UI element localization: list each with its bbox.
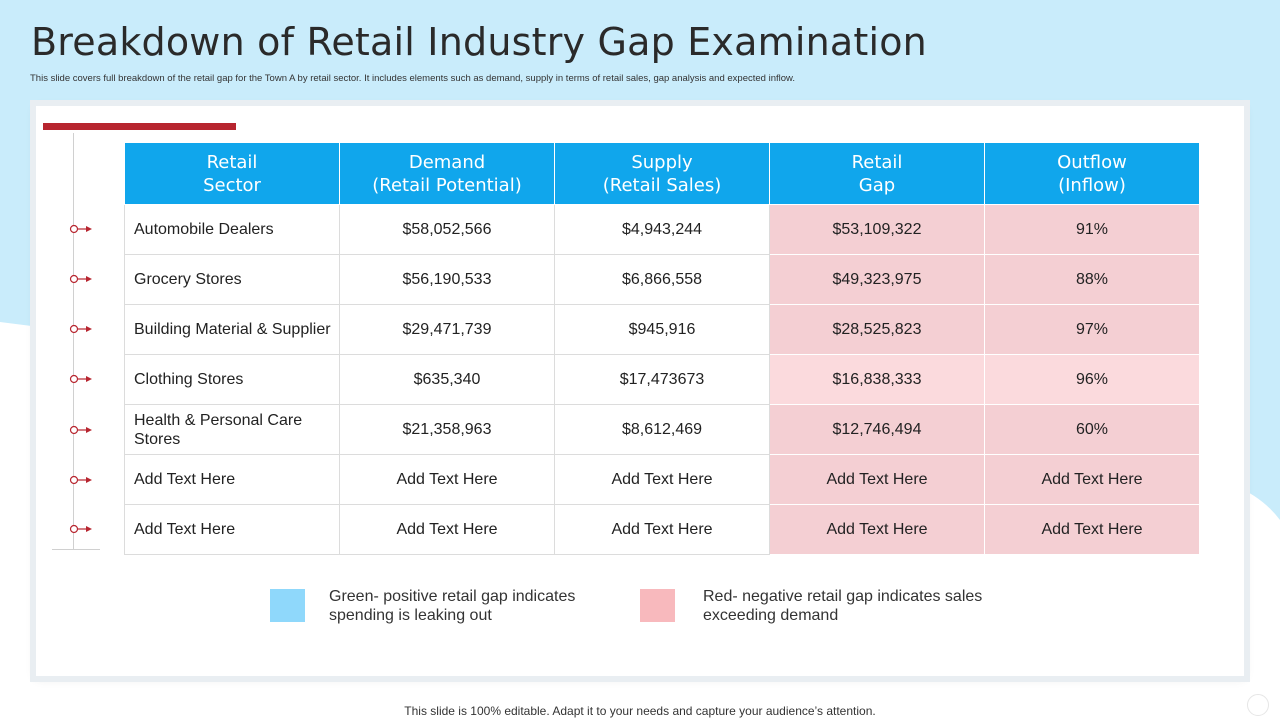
- cell-outflow: 91%: [984, 204, 1200, 255]
- page-title: Breakdown of Retail Industry Gap Examina…: [31, 20, 927, 64]
- cell-outflow: 96%: [984, 354, 1200, 405]
- arrow-marker-icon: [69, 475, 92, 485]
- table-header-row: Retail Sector Demand (Retail Potential) Su…: [124, 142, 1200, 205]
- header-demand: Demand (Retail Potential): [339, 142, 555, 205]
- table-row: Add Text Here Add Text Here Add Text Her…: [124, 504, 1200, 555]
- legend-swatch-positive: [270, 589, 305, 622]
- cell-demand: $56,190,533: [339, 254, 555, 305]
- arrow-marker-icon: [69, 224, 92, 234]
- corner-circle-decoration: [1247, 694, 1269, 716]
- cell-supply: $945,916: [554, 304, 770, 355]
- header-supply: Supply (Retail Sales): [554, 142, 770, 205]
- table-row: Add Text Here Add Text Here Add Text Her…: [124, 454, 1200, 505]
- cell-supply: $17,473673: [554, 354, 770, 405]
- legend-text-positive: Green- positive retail gap indicates spe…: [329, 588, 576, 624]
- cell-supply: Add Text Here: [554, 454, 770, 505]
- cell-outflow: 88%: [984, 254, 1200, 305]
- footer-note: This slide is 100% editable. Adapt it to…: [404, 704, 876, 718]
- accent-bar: [43, 123, 236, 130]
- cell-demand: $58,052,566: [339, 204, 555, 255]
- cell-sector: Clothing Stores: [124, 354, 340, 405]
- cell-outflow: 97%: [984, 304, 1200, 355]
- cell-gap: Add Text Here: [769, 454, 985, 505]
- cell-demand: Add Text Here: [339, 504, 555, 555]
- cell-gap: Add Text Here: [769, 504, 985, 555]
- timeline-base: [52, 549, 100, 550]
- table-row: Clothing Stores $635,340 $17,473673 $16,…: [124, 354, 1200, 405]
- table-row: Building Material & Supplier $29,471,739…: [124, 304, 1200, 355]
- cell-demand: $29,471,739: [339, 304, 555, 355]
- header-retail-gap: Retail Gap: [769, 142, 985, 205]
- cell-gap: $28,525,823: [769, 304, 985, 355]
- cell-demand: $635,340: [339, 354, 555, 405]
- table-row: Grocery Stores $56,190,533 $6,866,558 $4…: [124, 254, 1200, 305]
- table-row: Health & Personal Care Stores $21,358,96…: [124, 404, 1200, 455]
- cell-sector: Health & Personal Care Stores: [124, 404, 340, 455]
- page-subtitle: This slide covers full breakdown of the …: [30, 73, 795, 84]
- header-retail-sector: Retail Sector: [124, 142, 340, 205]
- cell-supply: Add Text Here: [554, 504, 770, 555]
- cell-demand: Add Text Here: [339, 454, 555, 505]
- retail-gap-table: Retail Sector Demand (Retail Potential) Su…: [124, 142, 1200, 555]
- cell-gap: $16,838,333: [769, 354, 985, 405]
- arrow-marker-icon: [69, 374, 92, 384]
- legend-text-negative: Red- negative retail gap indicates sales…: [703, 588, 983, 624]
- cell-gap: $12,746,494: [769, 404, 985, 455]
- cell-sector: Building Material & Supplier: [124, 304, 340, 355]
- cell-supply: $4,943,244: [554, 204, 770, 255]
- header-outflow: Outflow (Inflow): [984, 142, 1200, 205]
- arrow-marker-icon: [69, 324, 92, 334]
- cell-sector: Automobile Dealers: [124, 204, 340, 255]
- cell-outflow: Add Text Here: [984, 454, 1200, 505]
- cell-outflow: Add Text Here: [984, 504, 1200, 555]
- cell-sector: Grocery Stores: [124, 254, 340, 305]
- timeline-line: [73, 133, 74, 550]
- cell-sector: Add Text Here: [124, 454, 340, 505]
- arrow-marker-icon: [69, 274, 92, 284]
- table-row: Automobile Dealers $58,052,566 $4,943,24…: [124, 204, 1200, 255]
- arrow-marker-icon: [69, 425, 92, 435]
- cell-sector: Add Text Here: [124, 504, 340, 555]
- cell-demand: $21,358,963: [339, 404, 555, 455]
- cell-gap: $49,323,975: [769, 254, 985, 305]
- legend-swatch-negative: [640, 589, 675, 622]
- arrow-marker-icon: [69, 524, 92, 534]
- cell-outflow: 60%: [984, 404, 1200, 455]
- cell-gap: $53,109,322: [769, 204, 985, 255]
- cell-supply: $6,866,558: [554, 254, 770, 305]
- cell-supply: $8,612,469: [554, 404, 770, 455]
